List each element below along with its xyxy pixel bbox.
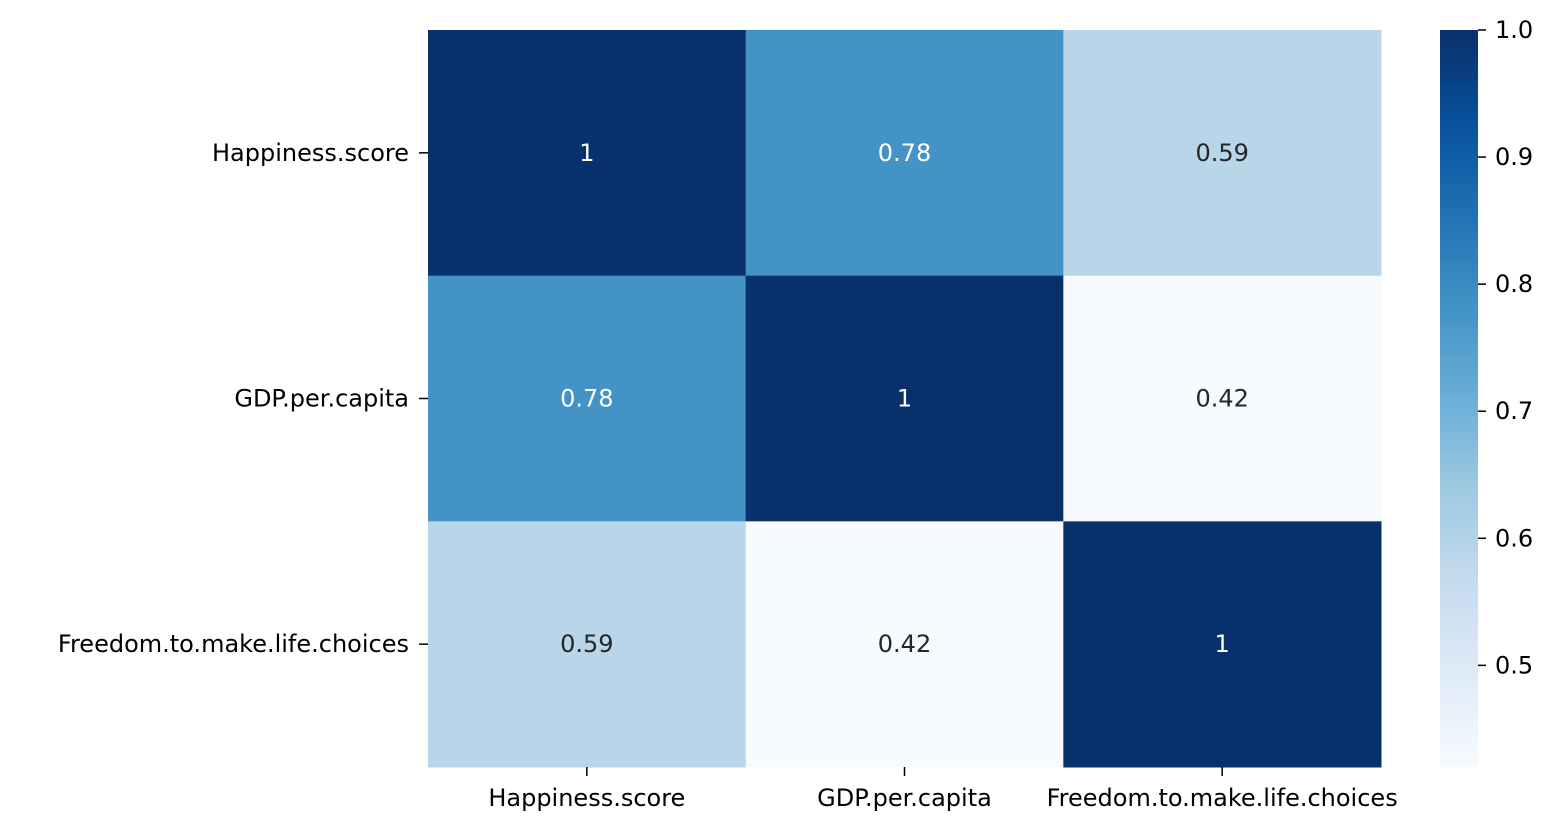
x-tick-label: Happiness.score [488,784,685,812]
x-tick-label: GDP.per.capita [817,784,992,812]
heatmap-cell [1063,30,1382,277]
colorbar-tick-label: 0.8 [1495,270,1533,298]
cell-annotation: 0.78 [878,139,931,167]
cell-annotation: 0.42 [1195,385,1248,413]
heatmap-cell [1063,521,1382,768]
colorbar-tick-label: 1.0 [1495,16,1533,44]
colorbar-ticks: 0.5 0.6 0.7 0.8 0.9 1.0 [1478,16,1533,679]
y-axis: Happiness.score GDP.per.capita Freedom.to.… [58,139,428,658]
colorbar-gradient [1440,30,1478,767]
heatmap-cell [745,275,1064,522]
colorbar-tick-label: 0.6 [1495,524,1533,552]
colorbar: 0.5 0.6 0.7 0.8 0.9 1.0 [1440,16,1533,767]
cell-annotation: 0.59 [1195,139,1248,167]
x-tick-label: Freedom.to.make.life.choices [1047,784,1398,812]
heatmap-cell [745,30,1064,277]
cell-annotation: 1 [1215,630,1230,658]
heatmap-cells [428,30,1382,768]
heatmap-cell [745,521,1064,768]
heatmap-cell [428,275,747,522]
heatmap-cell [1063,275,1382,522]
colorbar-tick-label: 0.9 [1495,143,1533,171]
cell-annotation: 0.42 [878,630,931,658]
y-tick-label: GDP.per.capita [234,385,409,413]
cell-annotation: 0.59 [560,630,613,658]
colorbar-tick-label: 0.7 [1495,397,1533,425]
y-tick-label: Happiness.score [212,139,409,167]
cell-annotation: 0.78 [560,385,613,413]
cell-annotation: 1 [579,139,594,167]
cell-annotation: 1 [897,385,912,413]
heatmap-cell [428,521,747,768]
x-axis: Happiness.score GDP.per.capita Freedom.to.… [488,767,1398,812]
cell-annotations: 1 0.78 0.59 0.78 1 0.42 0.59 0.42 1 [560,139,1249,658]
heatmap-cell [428,30,747,277]
y-tick-label: Freedom.to.make.life.choices [58,630,409,658]
colorbar-tick-label: 0.5 [1495,651,1533,679]
